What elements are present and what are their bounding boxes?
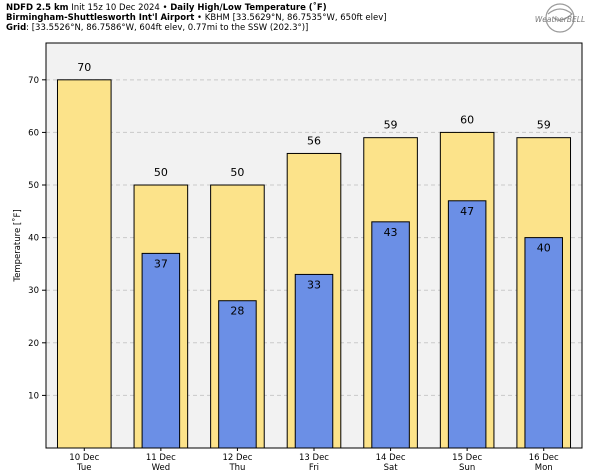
y-axis-label: Temperature [˚F] [12, 209, 23, 282]
high-temp-label: 59 [384, 119, 398, 132]
model-name: NDFD 2.5 km [6, 3, 69, 13]
low-temp-label: 33 [307, 278, 321, 291]
high-temp-label: 60 [460, 113, 474, 126]
header-line-2: Birmingham-Shuttlesworth Int'l Airport •… [6, 13, 387, 23]
y-tick-label: 60 [28, 128, 39, 138]
bars: 70 50 37 50 28 56 33 59 43 60 47 59 40 [56, 61, 572, 449]
x-tick-label-date: 14 Dec [376, 453, 406, 463]
x-tick-label-date: 13 Dec [299, 453, 329, 463]
init-time: Init 15z 10 Dec 2024 [71, 3, 160, 13]
chart-title: Daily High/Low Temperature (˚F) [170, 3, 327, 13]
low-temp-bar [218, 300, 257, 449]
y-tick-label: 40 [28, 234, 39, 244]
y-tick-label: 30 [28, 286, 39, 296]
logo-text: WeatherBELL [535, 15, 585, 24]
x-tick-label-weekday: Mon [535, 463, 553, 473]
header-line-3: Grid: [33.5526°N, 86.7586°W, 604ft elev,… [6, 23, 308, 33]
x-tick-label-weekday: Wed [152, 463, 171, 473]
low-temp-bar [371, 221, 410, 449]
high-temp-label: 70 [77, 61, 91, 74]
y-tick-label: 50 [28, 181, 39, 191]
weatherbell-logo: WeatherBELL [535, 3, 585, 33]
station-name: Birmingham-Shuttlesworth Int'l Airport [6, 13, 195, 23]
station-info: KBHM [33.5629°N, 86.7535°W, 650ft elev] [204, 13, 387, 23]
x-tick-label-weekday: Sat [384, 463, 399, 473]
x-tick-label-date: 10 Dec [69, 453, 99, 463]
x-tick-label-date: 12 Dec [222, 453, 252, 463]
x-tick-label-weekday: Tue [76, 463, 92, 473]
x-tick-label-weekday: Fri [309, 463, 319, 473]
high-temp-label: 50 [230, 166, 244, 179]
low-temp-bar [141, 252, 181, 449]
x-tick-label-date: 11 Dec [146, 453, 176, 463]
grid-info: : [33.5526°N, 86.7586°W, 604ft elev, 0.7… [26, 23, 309, 33]
y-tick-label: 20 [28, 339, 39, 349]
x-tick-label-date: 16 Dec [529, 453, 559, 463]
high-temp-label: 56 [307, 134, 321, 147]
high-temp-label: 59 [537, 119, 551, 132]
separator: • [197, 13, 203, 23]
low-temp-label: 47 [460, 205, 474, 218]
low-temp-bar [524, 237, 563, 449]
y-tick-label: 10 [28, 391, 39, 401]
grid-label: Grid [6, 23, 27, 33]
low-temp-label: 43 [384, 226, 398, 239]
y-tick-label: 70 [28, 76, 39, 86]
high-temp-bar [56, 79, 112, 449]
x-tick-label-weekday: Sun [459, 463, 475, 473]
header-line-1: NDFD 2.5 km Init 15z 10 Dec 2024 • Daily… [6, 3, 327, 13]
high-temp-label: 50 [154, 166, 168, 179]
low-temp-label: 40 [537, 242, 551, 255]
low-temp-bar [294, 273, 334, 449]
x-tick-label-date: 15 Dec [452, 453, 482, 463]
low-temp-label: 28 [230, 305, 244, 318]
logo-swirl-icon [545, 3, 575, 33]
x-tick-label-weekday: Thu [228, 463, 245, 473]
low-temp-bar [447, 200, 487, 449]
low-temp-label: 37 [154, 257, 168, 270]
separator: • [162, 3, 168, 13]
